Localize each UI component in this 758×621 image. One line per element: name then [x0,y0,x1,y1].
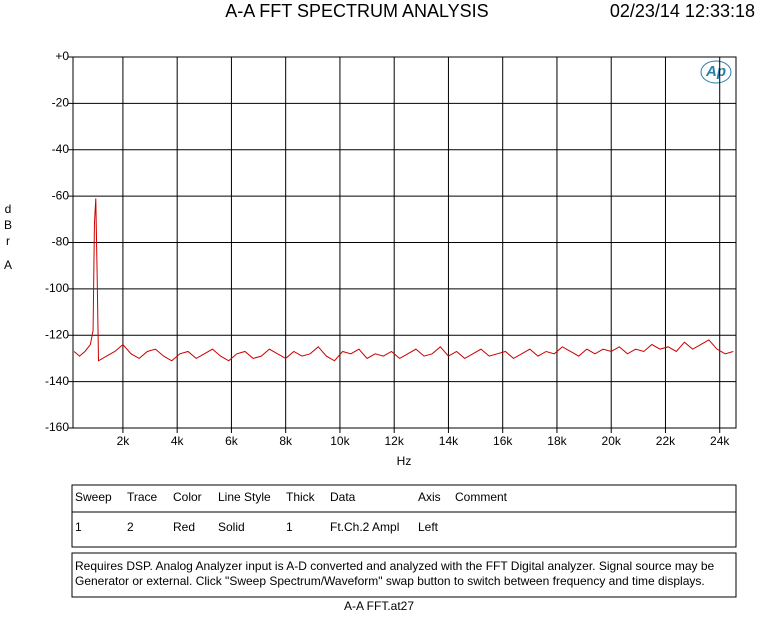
note-line: Generator or external. Click "Sweep Spec… [75,574,705,588]
x-tick-label: 16k [493,434,513,448]
x-axis-label: Hz [397,454,412,468]
table-header: Trace [127,490,158,504]
x-tick-label: 12k [385,434,405,448]
table-header: Comment [455,490,508,504]
y-tick-label: -160 [45,420,69,434]
y-axis-label-char: B [4,218,14,232]
x-tick-label: 24k [710,434,730,448]
note-line: Requires DSP. Analog Analyzer input is A… [75,559,715,573]
y-tick-label: -100 [45,281,69,295]
y-tick-label: -120 [45,327,69,341]
table-cell: 1 [286,520,293,534]
table-cell: Solid [218,520,245,534]
x-tick-label: 14k [439,434,459,448]
y-axis-label-char: A [4,258,14,272]
y-axis-label-char: d [5,202,14,216]
series-line [73,198,734,362]
x-tick-label: 18k [547,434,567,448]
x-tick-label: 10k [330,434,350,448]
x-tick-label: 6k [225,434,239,448]
table-cell: Red [173,520,195,534]
x-tick-label: 8k [279,434,293,448]
table-cell: 2 [127,520,134,534]
x-tick-label: 22k [656,434,676,448]
chart-title: A-A FFT SPECTRUM ANALYSIS [225,1,488,21]
y-tick-label: -80 [52,235,70,249]
table-header: Color [173,490,202,504]
table-header: Axis [418,490,441,504]
y-tick-label: -40 [52,142,70,156]
timestamp: 02/23/14 12:33:18 [610,1,755,21]
x-tick-label: 4k [171,434,185,448]
x-tick-label: 20k [602,434,622,448]
table-cells: Sweep Trace Color Line Style Thick Data Axis Co… [75,490,508,534]
y-tick-label: -60 [52,188,70,202]
table-header: Thick [286,490,316,504]
y-tick-label: +0 [55,49,69,63]
table-cell: 1 [75,520,82,534]
table-header: Data [330,490,356,504]
plot-frame [72,56,737,429]
logo: Ap [705,63,726,80]
x-tick-label: 2k [117,434,131,448]
table-header: Line Style [218,490,271,504]
table-header: Sweep [75,490,112,504]
logo-ring [700,60,732,84]
y-axis-label-char: r [6,234,12,248]
table-cell: Left [418,520,439,534]
y-tick-label: -140 [45,374,69,388]
table-cell: Ft.Ch.2 Ampl [330,520,399,534]
legend-table [71,484,737,548]
y-tick-label: -20 [52,96,70,110]
note-box [71,552,737,598]
filename: A-A FFT.at27 [344,599,414,613]
